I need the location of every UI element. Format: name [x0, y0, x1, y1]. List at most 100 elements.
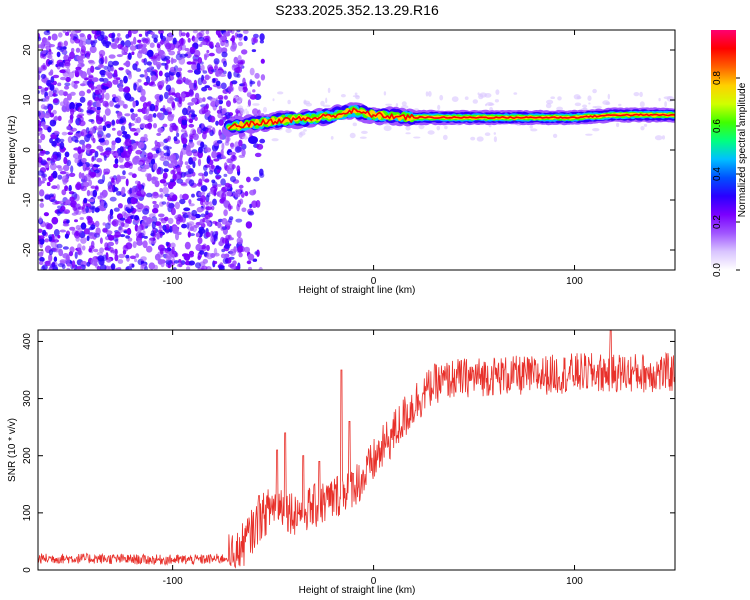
- noise-dot: [66, 93, 72, 101]
- noise-dot: [215, 120, 219, 126]
- noise-dot: [66, 263, 72, 267]
- noise-dot: [39, 129, 43, 135]
- haze-dot: [639, 101, 645, 108]
- noise-dot: [200, 185, 208, 192]
- noise-dot: [146, 245, 153, 253]
- noise-dot: [44, 150, 50, 155]
- noise-dot: [53, 256, 58, 263]
- noise-dot: [144, 266, 148, 270]
- noise-dot: [196, 126, 203, 135]
- noise-dot: [81, 157, 87, 163]
- noise-dot: [186, 266, 191, 270]
- noise-dot: [215, 46, 223, 54]
- noise-dot: [143, 235, 148, 239]
- haze-dot: [349, 132, 356, 139]
- noise-dot: [133, 142, 137, 150]
- noise-dot: [260, 58, 265, 64]
- haze-dot: [405, 125, 411, 131]
- noise-dot: [151, 34, 159, 40]
- noise-dot: [151, 176, 157, 185]
- noise-dot: [145, 192, 153, 198]
- noise-dot: [198, 146, 203, 154]
- noise-dot: [166, 35, 174, 41]
- noise-dot: [157, 194, 163, 198]
- noise-dot: [64, 233, 69, 239]
- noise-dot: [152, 207, 159, 214]
- noise-dot: [52, 92, 56, 97]
- x-tick-label: -100: [163, 576, 183, 587]
- noise-dot: [223, 173, 228, 177]
- noise-dot: [213, 260, 218, 265]
- noise-dot: [131, 186, 135, 194]
- y-tick-label: -10: [22, 192, 33, 207]
- colorbar-gradient: [711, 30, 736, 270]
- spectrogram-x-label: Height of straight line (km): [299, 285, 416, 296]
- noise-dot: [146, 75, 151, 84]
- noise-dot: [38, 170, 45, 176]
- noise-dot: [237, 246, 243, 253]
- noise-dot: [78, 172, 82, 179]
- noise-dot: [199, 250, 205, 255]
- noise-dot: [115, 267, 119, 270]
- noise-dot: [141, 219, 149, 227]
- noise-dot: [66, 267, 71, 270]
- noise-dot: [52, 109, 57, 115]
- noise-dot: [156, 112, 163, 119]
- noise-dot: [113, 69, 118, 77]
- noise-dot: [120, 125, 126, 132]
- x-tick-label: 100: [566, 276, 583, 287]
- haze-dot: [557, 96, 562, 101]
- noise-dot: [97, 89, 103, 95]
- haze-dot: [582, 104, 588, 108]
- noise-dot: [217, 112, 224, 119]
- noise-dot: [241, 49, 248, 55]
- noise-dot: [104, 56, 108, 64]
- noise-dot: [132, 157, 139, 165]
- noise-dot: [158, 213, 165, 218]
- noise-dot: [204, 147, 212, 153]
- noise-dot: [207, 212, 213, 218]
- noise-dot: [150, 31, 155, 36]
- noise-dot: [177, 67, 183, 72]
- noise-dot: [53, 130, 60, 135]
- noise-dot: [141, 47, 148, 55]
- tone-band: [228, 107, 675, 130]
- noise-dot: [181, 93, 186, 98]
- noise-dot: [159, 188, 163, 193]
- noise-dot: [242, 30, 249, 34]
- haze-dot: [285, 128, 292, 134]
- noise-dot: [148, 114, 153, 121]
- noise-dot: [92, 91, 96, 100]
- noise-dot: [165, 252, 173, 259]
- noise-dot: [80, 222, 87, 230]
- noise-dot: [143, 114, 149, 121]
- noise-dot: [187, 69, 194, 73]
- noise-dot: [128, 123, 135, 127]
- noise-dot: [201, 265, 208, 270]
- noise-dot: [44, 194, 51, 200]
- noise-dot: [157, 127, 164, 133]
- noise-dot: [103, 65, 109, 70]
- noise-dot: [177, 44, 183, 52]
- noise-dot: [219, 134, 223, 140]
- haze-dot: [236, 100, 242, 105]
- noise-dot: [204, 75, 212, 80]
- noise-dot: [171, 246, 175, 255]
- noise-dot: [202, 131, 207, 140]
- haze-dot: [322, 104, 331, 108]
- noise-dot: [66, 219, 70, 224]
- noise-dot: [87, 198, 95, 203]
- noise-dot: [243, 35, 248, 42]
- noise-dot: [200, 213, 206, 218]
- noise-dot: [215, 69, 219, 77]
- haze-dot: [287, 99, 291, 105]
- noise-dot: [110, 263, 116, 270]
- noise-dot: [198, 226, 205, 231]
- noise-dot: [125, 218, 130, 223]
- noise-dot: [168, 202, 175, 209]
- noise-dot: [233, 56, 239, 64]
- haze-dot: [413, 136, 421, 139]
- noise-dot: [162, 224, 167, 231]
- noise-dot: [88, 179, 93, 187]
